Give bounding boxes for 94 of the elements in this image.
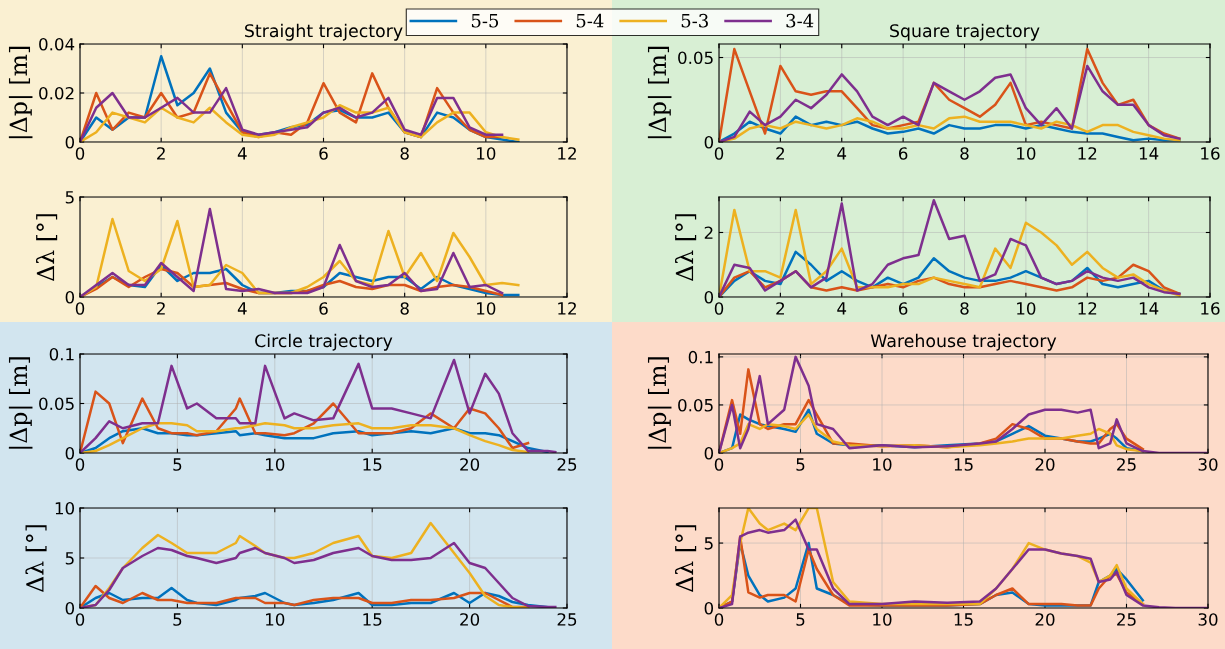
legend-label: 5-5 <box>471 14 499 28</box>
y-tick-label: 0 <box>65 446 75 460</box>
x-tick-label: 8 <box>960 302 969 315</box>
x-tick-label: 0 <box>75 458 85 471</box>
legend-label: 5-3 <box>681 13 708 28</box>
y-axis-title: |Δp| [m] <box>8 357 33 449</box>
x-tick-label: 15 <box>363 613 382 626</box>
y-tick-label: 2 <box>704 226 713 239</box>
x-tick-label: 14 <box>1139 147 1159 160</box>
y-tick-label: 0 <box>65 601 75 615</box>
x-tick-label: 12 <box>558 302 576 315</box>
legend-label: 3-4 <box>786 13 814 28</box>
chart-title: Straight trajectory <box>245 23 403 41</box>
x-tick-label: 0 <box>714 147 724 160</box>
x-tick-label: 10 <box>477 302 496 315</box>
y-axis-title: Δλ [°] <box>25 525 47 592</box>
x-tick-label: 30 <box>1198 613 1218 626</box>
y-tick-label: 0.1 <box>49 347 74 361</box>
y-tick-label: 0 <box>704 601 714 615</box>
chart-title: Square trajectory <box>890 23 1040 41</box>
x-tick-label: 12 <box>1078 147 1097 160</box>
x-tick-label: 2 <box>776 302 785 315</box>
x-tick-label: 2 <box>157 147 165 160</box>
x-tick-label: 12 <box>1078 302 1097 315</box>
x-tick-label: 10 <box>1017 147 1036 160</box>
x-tick-label: 30 <box>1198 458 1218 471</box>
y-tick-label: 0 <box>704 446 714 460</box>
y-axis-title: |Δp| [m] <box>647 357 672 449</box>
x-tick-label: 8 <box>960 147 969 160</box>
y-tick-label: 0.1 <box>688 350 713 364</box>
x-tick-label: 14 <box>1139 302 1159 315</box>
x-tick-label: 6 <box>319 302 328 315</box>
y-tick-label: 5 <box>65 552 74 565</box>
x-tick-label: 4 <box>837 302 847 315</box>
y-tick-label: 0.02 <box>39 86 74 100</box>
x-tick-label: 10 <box>266 613 285 626</box>
x-tick-label: 6 <box>898 147 908 160</box>
x-tick-label: 4 <box>237 302 247 315</box>
x-tick-label: 0 <box>75 613 85 626</box>
x-tick-label: 10 <box>1017 302 1036 315</box>
x-tick-label: 25 <box>1117 613 1136 626</box>
y-tick-label: 0.05 <box>678 398 713 412</box>
x-tick-label: 20 <box>1035 458 1055 471</box>
y-tick-label: 0 <box>704 290 714 304</box>
x-tick-label: 0 <box>714 458 724 471</box>
y-axis-title: Δλ [°] <box>675 525 697 592</box>
x-tick-label: 10 <box>266 458 285 471</box>
x-tick-label: 15 <box>954 613 973 626</box>
x-tick-label: 6 <box>898 302 908 315</box>
x-tick-label: 8 <box>400 147 409 160</box>
x-tick-label: 15 <box>363 458 382 471</box>
x-tick-label: 5 <box>173 458 182 471</box>
y-tick-label: 0 <box>65 135 75 149</box>
x-tick-label: 10 <box>873 613 892 626</box>
x-tick-label: 0 <box>75 147 85 160</box>
x-tick-label: 5 <box>173 613 182 626</box>
x-tick-label: 25 <box>557 613 577 626</box>
x-tick-label: 25 <box>557 458 577 471</box>
y-tick-label: 10 <box>55 501 75 515</box>
x-tick-label: 15 <box>954 458 973 471</box>
y-tick-label: 5 <box>704 537 713 550</box>
chart-title: Warehouse trajectory <box>870 333 1057 351</box>
y-axis-title: Δλ [°] <box>675 214 697 281</box>
x-tick-label: 6 <box>319 147 328 160</box>
x-tick-label: 16 <box>1201 147 1220 160</box>
y-axis-title: Δλ [°] <box>36 214 58 281</box>
y-tick-label: 0.04 <box>39 37 75 51</box>
x-tick-label: 20 <box>1035 613 1055 626</box>
x-tick-label: 8 <box>400 302 409 315</box>
y-tick-label: 0.05 <box>39 397 74 411</box>
y-tick-label: 0 <box>65 290 75 304</box>
x-tick-label: 5 <box>796 458 805 471</box>
y-axis-title: |Δp| [m] <box>8 46 33 139</box>
y-tick-label: 0 <box>704 135 714 149</box>
x-tick-label: 0 <box>714 302 724 315</box>
y-axis-title: |Δp| [m] <box>647 46 672 139</box>
x-tick-label: 20 <box>460 613 480 626</box>
x-tick-label: 16 <box>1201 302 1220 315</box>
legend-label: 5-4 <box>576 13 604 28</box>
x-tick-label: 5 <box>796 613 805 626</box>
x-tick-label: 10 <box>873 458 892 471</box>
x-tick-label: 20 <box>460 458 480 471</box>
x-tick-label: 2 <box>776 147 785 160</box>
x-tick-label: 25 <box>1117 458 1136 471</box>
x-tick-label: 0 <box>75 302 85 315</box>
x-tick-label: 4 <box>237 147 247 160</box>
x-tick-label: 12 <box>558 147 576 160</box>
x-tick-label: 10 <box>477 147 496 160</box>
y-tick-label: 0.05 <box>678 51 713 65</box>
chart-title: Circle trajectory <box>255 333 393 351</box>
x-tick-label: 4 <box>837 147 847 160</box>
y-tick-label: 5 <box>65 191 74 204</box>
x-tick-label: 0 <box>714 613 724 626</box>
x-tick-label: 2 <box>157 302 165 315</box>
